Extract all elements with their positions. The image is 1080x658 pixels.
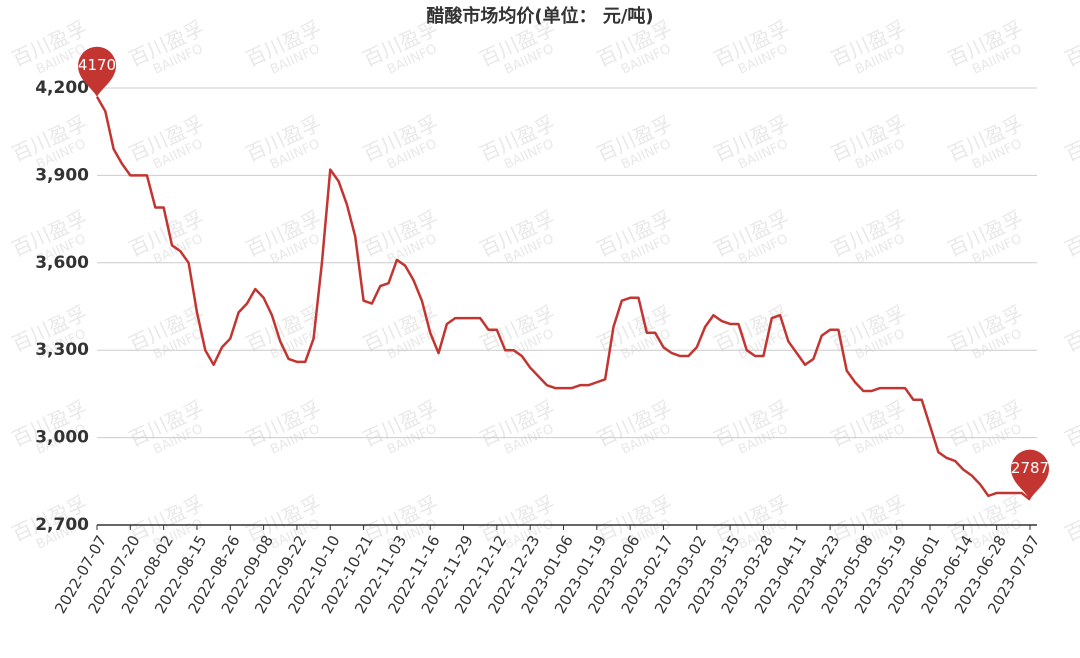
marker-pin — [78, 46, 116, 97]
y-tick-label: 4,200 — [35, 78, 89, 98]
y-tick-label: 2,700 — [35, 515, 89, 535]
watermark-text: 百川盈孚 — [1061, 111, 1080, 167]
marker-label: 4170 — [78, 56, 116, 74]
chart-title: 醋酸市场均价(单位： 元/吨) — [426, 5, 653, 27]
y-tick-label: 3,300 — [35, 340, 89, 360]
marker-label: 2787 — [1011, 459, 1049, 477]
watermark-text: 百川盈孚 — [1061, 491, 1080, 547]
watermark-text: 百川盈孚 — [1061, 396, 1080, 452]
watermark-text: 百川盈孚 — [1061, 206, 1080, 262]
line-series — [95, 96, 1031, 501]
y-tick-label: 3,900 — [35, 165, 89, 185]
y-tick-label: 3,600 — [35, 253, 89, 273]
watermark-text: 百川盈孚 — [1061, 301, 1080, 357]
marker-pin — [1011, 449, 1049, 500]
y-tick-label: 3,000 — [35, 428, 89, 448]
watermark-text: 百川盈孚 — [1061, 16, 1080, 72]
